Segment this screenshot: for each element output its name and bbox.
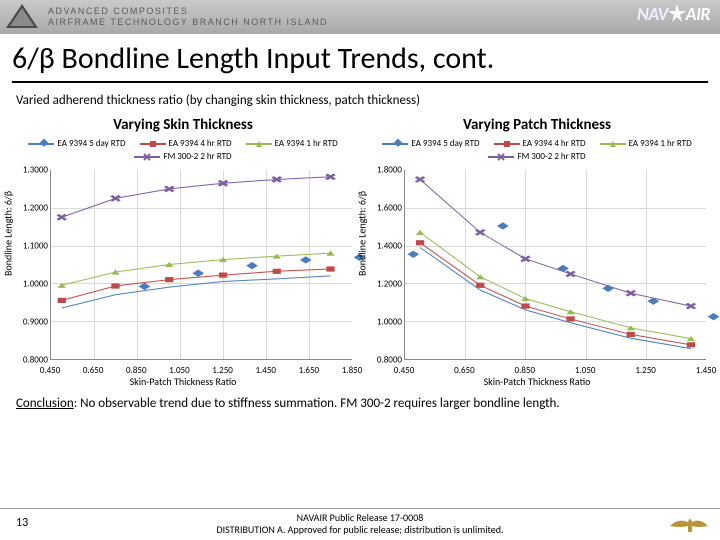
y-axis-label: Bondline Length: 6/β: [2, 191, 15, 276]
x-tick: 1.850: [342, 365, 363, 376]
legend-label: EA 9394 4 hr RTD: [523, 138, 586, 149]
x-tick: 1.450: [255, 365, 276, 376]
legend-item: EA 9394 4 hr RTD: [140, 138, 232, 149]
release-text: NAVAIR Public Release 17-0008 DISTRIBUTI…: [216, 512, 503, 536]
chart-left: Varying Skin Thickness EA 9394 5 day RTD…: [8, 116, 358, 386]
y-tick: 1.8000: [377, 165, 402, 176]
navy-wings-icon: [668, 512, 710, 534]
series-markers: [51, 170, 352, 359]
x-tick: 1.250: [635, 365, 656, 376]
conclusion-label: Conclusion: [16, 396, 74, 411]
y-tick: 0.9000: [23, 317, 48, 328]
chart-title: Varying Patch Thickness: [362, 116, 712, 134]
conclusion-text: No observable trend due to stiffness sum…: [80, 396, 560, 411]
series-markers: [405, 170, 706, 359]
y-tick: 1.4000: [377, 241, 402, 252]
y-axis-label: Bondline Length: 6/β: [356, 191, 369, 276]
y-tick: 1.2000: [23, 203, 48, 214]
footer: 13 NAVAIR Public Release 17-0008 DISTRIB…: [0, 508, 720, 538]
y-tick: 1.6000: [377, 203, 402, 214]
legend-item: EA 9394 1 hr RTD: [246, 138, 338, 149]
page-title: 6/β Bondline Length Input Trends, cont.: [0, 34, 720, 79]
title-rule: [12, 81, 708, 83]
x-tick: 1.650: [299, 365, 320, 376]
legend-item: EA 9394 1 hr RTD: [600, 138, 692, 149]
chart-area: Bondline Length: 6/β 0.80000.90001.00001…: [8, 166, 358, 386]
page-number: 13: [16, 516, 28, 530]
legend-item: EA 9394 5 day RTD: [28, 138, 125, 149]
x-tick: 0.650: [83, 365, 104, 376]
x-axis-label: Skin-Patch Thickness Ratio: [484, 375, 591, 388]
y-tick: 0.8000: [377, 355, 402, 366]
y-tick: 1.0000: [23, 279, 48, 290]
header-line2: Airframe Technology Branch North Island: [48, 17, 328, 28]
legend: EA 9394 5 day RTD EA 9394 4 hr RTD EA 93…: [8, 138, 358, 162]
plot-area: [50, 170, 352, 360]
header-bar: Advanced Composites Airframe Technology …: [0, 0, 720, 34]
x-tick: 0.650: [454, 365, 475, 376]
plot-area: [404, 170, 706, 360]
y-tick: 1.0000: [377, 317, 402, 328]
chart-right: Varying Patch Thickness EA 9394 5 day RT…: [362, 116, 712, 386]
subtitle: Varied adherend thickness ratio (by chan…: [0, 89, 720, 116]
legend-item: FM 300-2 2 hr RTD: [488, 151, 585, 162]
legend-item: EA 9394 4 hr RTD: [494, 138, 586, 149]
x-tick: 1.450: [696, 365, 717, 376]
y-tick: 1.2000: [377, 279, 402, 290]
y-tick: 0.8000: [23, 355, 48, 366]
header-triangle-logo: [4, 2, 40, 30]
y-tick: 1.1000: [23, 241, 48, 252]
legend-label: EA 9394 1 hr RTD: [275, 138, 338, 149]
x-tick: 0.450: [394, 365, 415, 376]
header-text: Advanced Composites Airframe Technology …: [48, 6, 328, 28]
chart-row: Varying Skin Thickness EA 9394 5 day RTD…: [0, 116, 720, 386]
x-axis-label: Skin-Patch Thickness Ratio: [130, 375, 237, 388]
y-tick: 1.3000: [23, 165, 48, 176]
legend-item: FM 300-2 2 hr RTD: [134, 151, 231, 162]
legend-label: EA 9394 5 day RTD: [57, 138, 125, 149]
legend: EA 9394 5 day RTD EA 9394 4 hr RTD EA 93…: [362, 138, 712, 162]
legend-item: EA 9394 5 day RTD: [382, 138, 479, 149]
legend-label: FM 300-2 2 hr RTD: [517, 151, 585, 162]
legend-label: FM 300-2 2 hr RTD: [163, 151, 231, 162]
header-line1: Advanced Composites: [48, 6, 328, 17]
legend-label: EA 9394 5 day RTD: [411, 138, 479, 149]
conclusion: Conclusion: No observable trend due to s…: [0, 386, 720, 413]
legend-label: EA 9394 1 hr RTD: [629, 138, 692, 149]
chart-title: Varying Skin Thickness: [8, 116, 358, 134]
chart-area: Bondline Length: 6/β 0.80001.00001.20001…: [362, 166, 712, 386]
x-tick: 0.450: [40, 365, 61, 376]
navair-logo: NAVAIR: [637, 3, 710, 25]
release-line2: DISTRIBUTION A. Approved for public rele…: [216, 524, 503, 536]
legend-label: EA 9394 4 hr RTD: [169, 138, 232, 149]
